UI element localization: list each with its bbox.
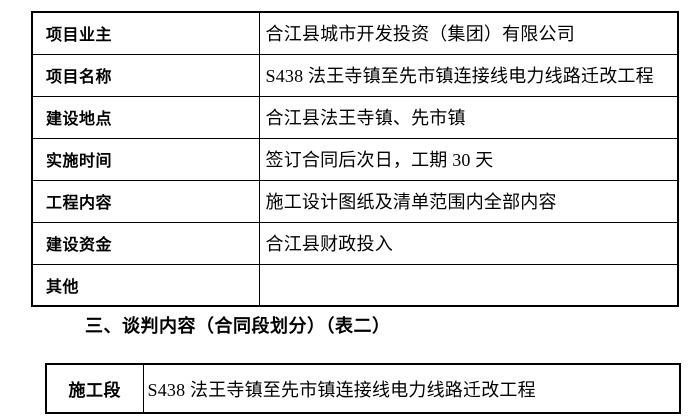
table-row: 施工段 S438 法王寺镇至先市镇连接线电力线路迁改工程 [45,363,681,414]
row-value [258,263,679,307]
table-row: 实施时间 签订合同后次日，工期 30 天 [31,137,679,181]
row-label: 项目名称 [31,53,260,97]
row-label: 项目业主 [31,11,260,55]
row-value: S438 法王寺镇至先市镇连接线电力线路迁改工程 [258,53,679,97]
row-value: S438 法王寺镇至先市镇连接线电力线路迁改工程 [142,363,681,414]
table-row: 项目名称 S438 法王寺镇至先市镇连接线电力线路迁改工程 [31,53,679,97]
row-label: 施工段 [45,363,144,414]
contract-section-table-body: 施工段 S438 法王寺镇至先市镇连接线电力线路迁改工程 [45,363,681,414]
contract-section-table: 施工段 S438 法王寺镇至先市镇连接线电力线路迁改工程 [45,363,681,414]
project-info-table-body: 项目业主 合江县城市开发投资（集团）有限公司 项目名称 S438 法王寺镇至先市… [31,11,679,307]
table-row: 工程内容 施工设计图纸及清单范围内全部内容 [31,179,679,223]
row-value: 合江县城市开发投资（集团）有限公司 [258,11,679,55]
table-row: 其他 [31,263,679,307]
row-label: 其他 [31,263,260,307]
row-label: 实施时间 [31,137,260,181]
row-value: 合江县财政投入 [258,221,679,265]
table-row: 项目业主 合江县城市开发投资（集团）有限公司 [31,11,679,55]
project-info-table: 项目业主 合江县城市开发投资（集团）有限公司 项目名称 S438 法王寺镇至先市… [31,11,679,307]
row-label: 工程内容 [31,179,260,223]
row-label: 建设资金 [31,221,260,265]
row-label: 建设地点 [31,95,260,139]
row-value: 施工设计图纸及清单范围内全部内容 [258,179,679,223]
table-row: 建设资金 合江县财政投入 [31,221,679,265]
table-row: 建设地点 合江县法王寺镇、先市镇 [31,95,679,139]
row-value: 签订合同后次日，工期 30 天 [258,137,679,181]
section-heading: 三、谈判内容（合同段划分）（表二） [85,316,391,336]
row-value: 合江县法王寺镇、先市镇 [258,95,679,139]
